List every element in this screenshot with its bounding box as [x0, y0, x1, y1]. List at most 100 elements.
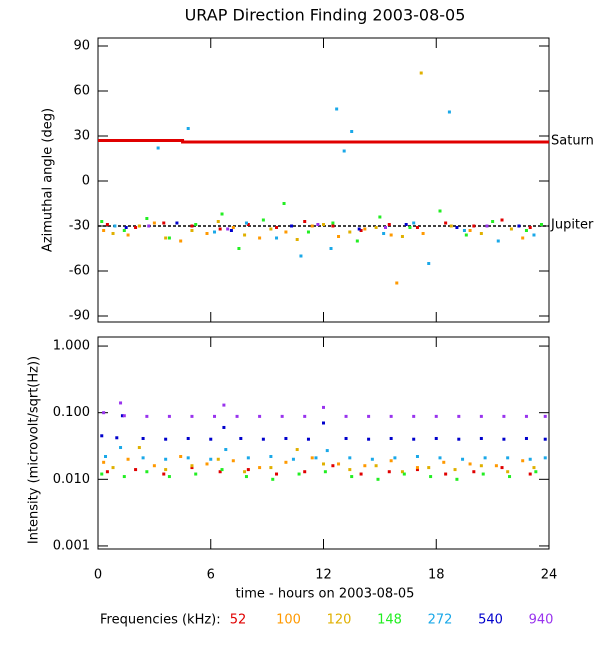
data-point — [137, 224, 141, 228]
data-point — [434, 414, 438, 418]
data-point — [213, 414, 217, 418]
data-point — [124, 226, 128, 229]
data-point — [468, 229, 472, 232]
data-point — [322, 421, 325, 425]
data-point — [524, 414, 528, 418]
data-point — [190, 464, 194, 468]
x-axis-label: time - hours on 2003-08-05 — [236, 587, 415, 602]
data-point — [534, 470, 538, 474]
data-point — [306, 230, 310, 234]
data-point — [528, 226, 532, 229]
data-point — [350, 475, 354, 479]
data-point — [400, 235, 404, 238]
reference-label: Jupiter — [550, 218, 594, 233]
data-point — [229, 229, 233, 232]
legend-title: Frequencies (kHz): — [100, 613, 221, 628]
data-point — [387, 470, 391, 474]
data-point — [506, 470, 510, 474]
data-point — [415, 454, 419, 458]
data-point — [102, 460, 106, 464]
y-tick-label: 1.000 — [53, 339, 90, 354]
data-point — [119, 446, 123, 450]
data-point — [126, 233, 130, 237]
data-point — [359, 472, 363, 476]
data-point — [164, 236, 168, 240]
data-point — [337, 462, 341, 466]
data-point — [455, 226, 459, 229]
data-point — [387, 223, 391, 226]
data-point — [393, 456, 397, 460]
data-point — [156, 146, 160, 150]
y-axis-label: Azimuthal angle (deg) — [41, 108, 56, 252]
data-point — [342, 149, 346, 153]
data-point — [479, 464, 483, 468]
data-point — [261, 218, 265, 222]
data-point — [216, 220, 220, 223]
data-point — [186, 456, 190, 460]
data-point — [284, 460, 288, 464]
data-point — [284, 436, 288, 440]
data-point — [496, 239, 500, 243]
data-point — [472, 470, 476, 474]
data-point — [246, 468, 250, 472]
data-point — [102, 229, 106, 232]
x-tick-label: 24 — [541, 568, 558, 583]
data-point — [506, 456, 510, 460]
data-point — [402, 472, 406, 476]
data-point — [329, 247, 333, 250]
data-point — [231, 459, 235, 463]
data-point — [539, 223, 543, 226]
x-tick-label: 18 — [428, 568, 445, 583]
data-point — [137, 446, 141, 450]
data-point — [113, 224, 117, 228]
y-axis-label: Intensity (microvolt/sqrt(Hz)) — [27, 356, 42, 544]
data-point — [322, 405, 325, 409]
data-point — [295, 448, 299, 452]
data-point — [186, 127, 190, 130]
data-point — [220, 468, 224, 472]
data-point — [344, 436, 348, 440]
data-point — [370, 457, 374, 461]
data-point — [299, 254, 303, 258]
data-point — [524, 436, 528, 440]
data-point — [190, 224, 194, 228]
data-point — [412, 437, 416, 441]
data-point — [419, 71, 423, 75]
data-point — [357, 227, 361, 231]
legend-entry: 148 — [377, 613, 402, 628]
data-point — [220, 212, 224, 216]
data-point — [269, 227, 273, 231]
data-point — [502, 437, 506, 441]
data-point — [297, 472, 301, 476]
y-tick-label: 0.001 — [53, 538, 90, 553]
data-point — [226, 227, 230, 231]
data-point — [213, 230, 217, 234]
data-point — [543, 414, 547, 418]
legend-entry: 272 — [428, 613, 453, 628]
data-point — [291, 457, 295, 461]
data-point — [175, 221, 179, 225]
legend-entry: 100 — [276, 613, 301, 628]
data-point — [282, 202, 286, 205]
data-point — [222, 403, 226, 407]
data-point — [314, 456, 318, 460]
data-point — [275, 226, 279, 229]
data-point — [310, 456, 314, 460]
data-point — [134, 468, 138, 472]
data-point — [275, 236, 279, 240]
data-point — [141, 456, 145, 460]
data-point — [316, 223, 320, 226]
data-point — [134, 226, 138, 229]
data-point — [376, 477, 380, 481]
data-point — [145, 217, 149, 220]
data-point — [164, 468, 168, 472]
data-point — [284, 230, 288, 234]
data-point — [244, 475, 248, 479]
data-point — [389, 459, 393, 463]
data-point — [464, 233, 468, 237]
data-point — [102, 411, 106, 415]
data-point — [331, 224, 335, 228]
data-point — [528, 457, 532, 461]
data-point — [348, 468, 352, 472]
